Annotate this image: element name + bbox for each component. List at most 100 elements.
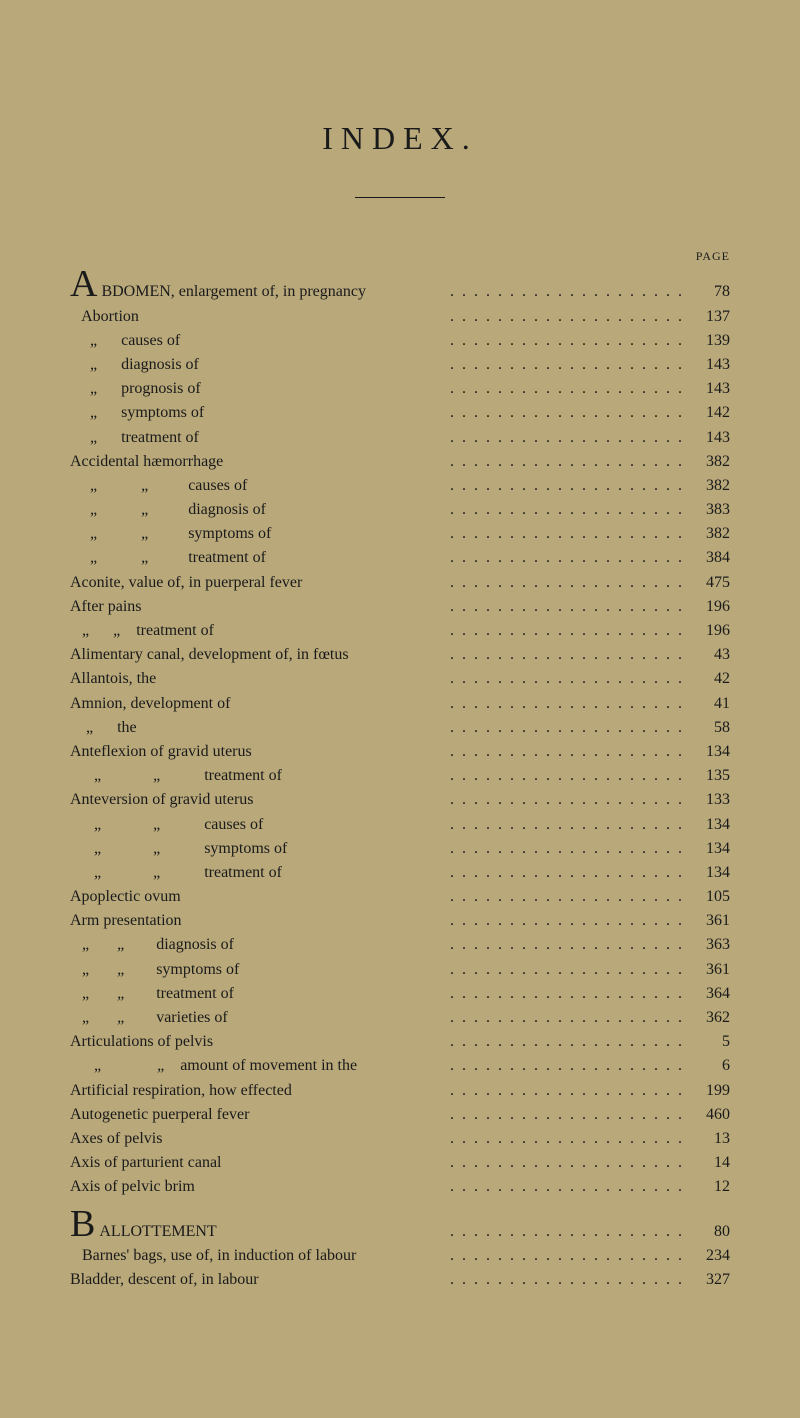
entry-text: Articulations of pelvis (70, 1030, 213, 1053)
dot-leader (240, 933, 684, 949)
index-entry: Autogenetic puerperal fever460 (70, 1103, 730, 1126)
entry-text: Artificial respiration, how effected (70, 1079, 292, 1102)
entry-text: Apoplectic ovum (70, 885, 181, 908)
page-number: 105 (690, 885, 730, 908)
dot-leader (308, 571, 684, 587)
index-entry: Anteversion of gravid uterus133 (70, 788, 730, 811)
entry-text: „ prognosis of (70, 377, 201, 400)
index-entry: „ „ symptoms of 361 (70, 958, 730, 981)
index-entry: Aconite, value of, in puerperal fever475 (70, 571, 730, 594)
index-entry: Axis of parturient canal 14 (70, 1151, 730, 1174)
dot-leader (372, 280, 684, 296)
index-entry: Apoplectic ovum 105 (70, 885, 730, 908)
index-entry: Amnion, development of41 (70, 692, 730, 715)
page-number: 363 (690, 933, 730, 956)
index-entry: „ „ treatment of196 (70, 619, 730, 642)
entry-text: Amnion, development of (70, 692, 230, 715)
page-number: 364 (690, 982, 730, 1005)
page-number: 327 (690, 1268, 730, 1291)
dot-leader (258, 740, 684, 756)
index-entry: Articulations of pelvis 5 (70, 1030, 730, 1053)
page-number: 14 (690, 1151, 730, 1174)
dot-leader (228, 1151, 685, 1167)
entry-text: ALLOTTEMENT (99, 1220, 216, 1243)
page-number: 196 (690, 595, 730, 618)
index-entry: „ „ treatment of364 (70, 982, 730, 1005)
dot-leader (145, 305, 684, 321)
dot-leader (298, 1079, 684, 1095)
index-entry: „ treatment of 143 (70, 426, 730, 449)
page-number: 384 (690, 546, 730, 569)
dot-leader (293, 837, 684, 853)
entry-text: „ causes of (70, 329, 180, 352)
dot-leader (148, 595, 684, 611)
dot-leader (277, 522, 684, 538)
dot-leader (236, 692, 684, 708)
page-number: 78 (690, 280, 730, 303)
index-entry: „ diagnosis of143 (70, 353, 730, 376)
index-entry: Artificial respiration, how effected199 (70, 1079, 730, 1102)
entry-text: Aconite, value of, in puerperal fever (70, 571, 302, 594)
page-number: 234 (690, 1244, 730, 1267)
dot-leader (223, 1220, 684, 1236)
dot-leader (234, 1006, 684, 1022)
index-entry: „ causes of 139 (70, 329, 730, 352)
index-entry: Allantois, the42 (70, 667, 730, 690)
dot-leader (272, 498, 684, 514)
index-entry: „ „ treatment of384 (70, 546, 730, 569)
index-entry: Barnes' bags, use of, in induction of la… (70, 1244, 730, 1267)
index-entry: „ „ causes of 134 (70, 813, 730, 836)
entry-text: „ treatment of (70, 426, 199, 449)
index-entry: Arm presentation361 (70, 909, 730, 932)
page-number: 134 (690, 813, 730, 836)
page-number: 143 (690, 353, 730, 376)
entry-text: Axes of pelvis (70, 1127, 162, 1150)
page-number: 460 (690, 1103, 730, 1126)
entry-text: Allantois, the (70, 667, 156, 690)
entry-text: Alimentary canal, development of, in fœt… (70, 643, 349, 666)
index-entry: „ „ diagnosis of383 (70, 498, 730, 521)
dot-leader (210, 401, 684, 417)
page-number: 142 (690, 401, 730, 424)
dot-leader (362, 1244, 684, 1260)
dot-leader (269, 813, 684, 829)
index-entry: Bladder, descent of, in labour 327 (70, 1268, 730, 1291)
index-entry: „ „ symptoms of134 (70, 837, 730, 860)
page-number: 135 (690, 764, 730, 787)
page-number: 139 (690, 329, 730, 352)
entry-text: „ „ amount of movement in the (70, 1054, 357, 1077)
dot-leader (188, 909, 684, 925)
entry-text: „ „ causes of (70, 474, 247, 497)
entry-text: „ „ treatment of (70, 619, 214, 642)
entry-text: Bladder, descent of, in labour (70, 1268, 259, 1291)
page-number: 383 (690, 498, 730, 521)
entry-text: „ „ diagnosis of (70, 933, 234, 956)
dot-leader (240, 982, 684, 998)
entry-text: „ „ treatment of (70, 861, 282, 884)
page-number: 5 (690, 1030, 730, 1053)
index-entry: Abortion137 (70, 305, 730, 328)
dot-leader (187, 885, 684, 901)
index-entry: „ „ diagnosis of 363 (70, 933, 730, 956)
index-body: PAGE ABDOMEN, enlargement of, in pregnan… (70, 248, 730, 1291)
page-number: 80 (690, 1220, 730, 1243)
entry-text: „ „ causes of (70, 813, 263, 836)
page-number: 43 (690, 643, 730, 666)
dot-leader (229, 450, 684, 466)
page-number: 143 (690, 426, 730, 449)
dot-leader (253, 474, 684, 490)
index-entry: Alimentary canal, development of, in fœt… (70, 643, 730, 666)
page-number: 6 (690, 1054, 730, 1077)
index-entry: „ „ amount of movement in the 6 (70, 1054, 730, 1077)
entry-text: BDOMEN, enlargement of, in pregnancy (101, 280, 366, 303)
index-title: INDEX. (70, 120, 730, 157)
entry-text: Axis of parturient canal (70, 1151, 222, 1174)
entry-text: „ „ symptoms of (70, 958, 239, 981)
entry-text: Abortion (70, 305, 139, 328)
index-entry: Accidental hæmorrhage382 (70, 450, 730, 473)
page-number: 361 (690, 958, 730, 981)
dot-leader (355, 643, 684, 659)
dot-leader (186, 329, 684, 345)
index-entry: „ symptoms of142 (70, 401, 730, 424)
entry-text: „ „ varieties of (70, 1006, 228, 1029)
